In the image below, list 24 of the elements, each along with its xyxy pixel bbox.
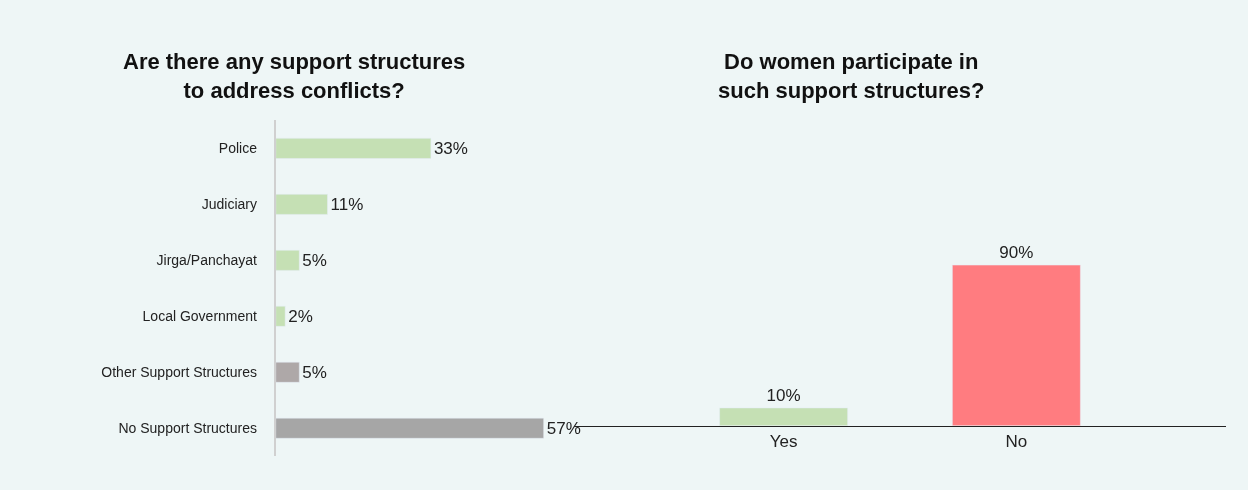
data-label: 33%: [433, 138, 468, 158]
bar: [275, 361, 300, 383]
bar: [275, 305, 286, 327]
data-label: 2%: [288, 306, 313, 326]
data-label: 10%: [766, 385, 801, 405]
x-tick-label: No: [1005, 432, 1028, 452]
y-tick-label: No Support Structures: [118, 420, 257, 437]
data-label: 90%: [999, 243, 1034, 263]
y-tick-label: Other Support Structures: [101, 364, 257, 381]
data-label: 5%: [302, 362, 327, 382]
y-tick-label: Judiciary: [201, 196, 257, 213]
bar: [275, 138, 432, 159]
y-tick-label: Jirga/Panchayat: [156, 252, 258, 269]
data-label: 11%: [330, 194, 364, 214]
bar: [275, 417, 544, 439]
x-tick-label: Yes: [769, 432, 798, 452]
chart-title: Are there any support structures to address conflicts?: [123, 49, 466, 103]
chart-title: Do women participate in such support structures?: [718, 49, 985, 103]
bar: [275, 249, 300, 271]
data-label: 57%: [546, 418, 581, 438]
y-tick-label: Police: [218, 140, 258, 157]
bar: [275, 194, 328, 215]
data-label: 5%: [302, 250, 327, 270]
y-tick-label: Local Government: [142, 308, 258, 325]
